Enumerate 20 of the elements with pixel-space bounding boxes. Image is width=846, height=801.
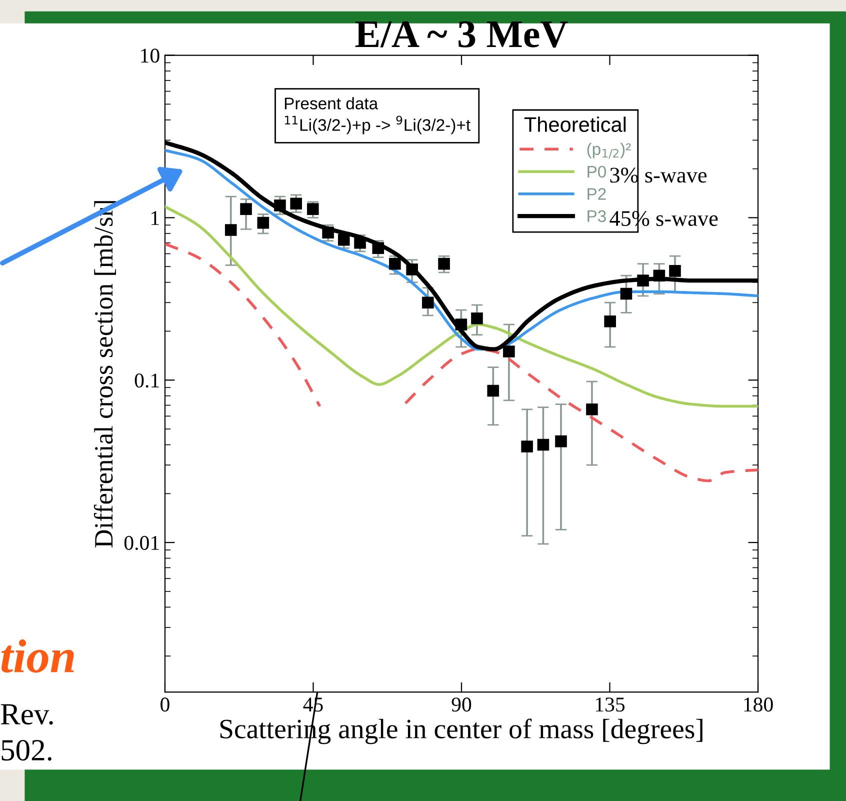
chart-title: E/A ~ 3 MeV bbox=[355, 21, 568, 48]
x-tick-label: 135 bbox=[596, 698, 625, 712]
y-tick-label: 0.01 bbox=[124, 536, 159, 550]
legend-title: Theoretical bbox=[524, 116, 626, 132]
y-tick-label: 0.1 bbox=[134, 373, 159, 388]
legend-label: P0 bbox=[588, 166, 606, 178]
y-tick-label: 1 bbox=[152, 211, 159, 225]
text: Rev. bbox=[0, 704, 53, 725]
legend-label: (p$_{1/2}$)² bbox=[587, 142, 631, 159]
annotation: Present data $^{11}$Li(3/2-)+p -> $^{9}$Li(3/2-)+t bbox=[284, 97, 470, 134]
x-tick-label: 90 bbox=[452, 698, 472, 712]
text: tion bbox=[1, 639, 74, 673]
x-tick-label: 0 bbox=[160, 698, 170, 712]
legend-label: P2 bbox=[588, 188, 606, 200]
annotation: 3% s-wave bbox=[610, 168, 707, 183]
legend-label: P3 bbox=[588, 210, 606, 222]
y-tick-label: 10 bbox=[141, 48, 160, 63]
text: 502. bbox=[2, 740, 52, 761]
y-axis-title: Differential cross section [mb/sr] bbox=[94, 201, 116, 548]
x-tick-label: 180 bbox=[744, 698, 773, 712]
